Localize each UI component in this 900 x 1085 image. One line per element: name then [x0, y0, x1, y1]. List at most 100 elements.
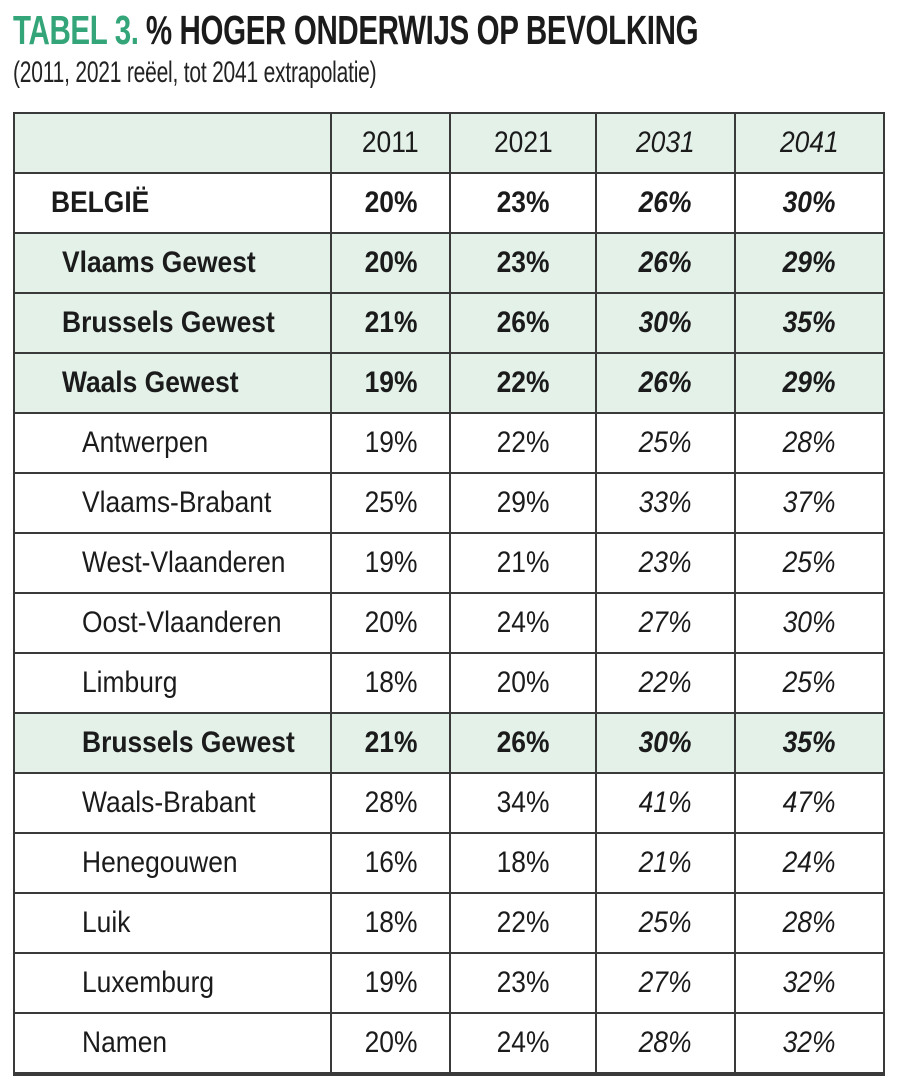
value-cell: 21% [330, 713, 449, 772]
value-cell: 28% [594, 1013, 734, 1072]
table-row: Oost-Vlaanderen 20% 24% 27% 30% [15, 591, 883, 652]
row-label: Waals Gewest [15, 353, 331, 412]
table-row: Limburg 18% 20% 22% 25% [15, 651, 883, 712]
value-cell: 18% [330, 893, 449, 952]
value-cell: 21% [330, 293, 449, 352]
value-cell: 24% [733, 833, 883, 892]
row-label: Vlaams-Brabant [82, 485, 272, 519]
row-label: Vlaams Gewest [15, 233, 331, 292]
column-header-2021: 2021 [448, 113, 595, 172]
value-cell: 22% [594, 653, 734, 712]
value-cell: 28% [733, 893, 883, 952]
value-cell: 35% [733, 293, 883, 352]
education-table: 2011 2021 2031 2041 BELGIË 20% 23% 26% 30% Vlaams… [13, 111, 885, 1076]
value-cell: 32% [733, 953, 883, 1012]
value-cell: 30% [733, 173, 883, 232]
header-row: 2011 2021 2031 2041 [15, 113, 883, 172]
value-cell: 21% [594, 833, 734, 892]
page-title: TABEL 3.% HOGER ONDERWIJS OP BEVOLKING [13, 7, 699, 53]
table-number-label: TABEL 3. [13, 7, 139, 53]
value-cell: 26% [448, 293, 595, 352]
row-label: Luik [82, 905, 131, 939]
value-cell: 23% [448, 173, 595, 232]
value-cell: 26% [594, 173, 734, 232]
row-label: Oost-Vlaanderen [82, 605, 282, 639]
value-cell: 19% [330, 413, 449, 472]
column-header-2041: 2041 [733, 113, 883, 172]
value-cell: 26% [594, 353, 734, 412]
table-row: Brussels Gewest 21% 26% 30% 35% [15, 711, 883, 772]
row-label: Antwerpen [82, 425, 209, 459]
value-cell: 26% [594, 233, 734, 292]
row-label: Waals-Brabant [82, 785, 256, 819]
corner-cell [15, 113, 331, 172]
value-cell: 19% [330, 953, 449, 1012]
value-cell: 30% [594, 293, 734, 352]
title-text: % HOGER ONDERWIJS OP BEVOLKING [145, 7, 699, 53]
row-label: BELGIË [51, 185, 150, 219]
value-cell: 20% [330, 1013, 449, 1072]
row-label: Limburg [82, 665, 178, 699]
value-cell: 19% [330, 353, 449, 412]
value-cell: 28% [733, 413, 883, 472]
value-cell: 23% [594, 533, 734, 592]
value-cell: 19% [330, 533, 449, 592]
table-row: Brussels Gewest 21% 26% 30% 35% [15, 291, 883, 352]
value-cell: 41% [594, 773, 734, 832]
value-cell: 47% [733, 773, 883, 832]
value-cell: 20% [330, 233, 449, 292]
value-cell: 24% [448, 1013, 595, 1072]
value-cell: 34% [448, 773, 595, 832]
table-row: Antwerpen 19% 22% 25% 28% [15, 411, 883, 472]
value-cell: 22% [448, 893, 595, 952]
table-row: Vlaams-Brabant 25% 29% 33% 37% [15, 471, 883, 532]
value-cell: 20% [448, 653, 595, 712]
table-row: Luxemburg 19% 23% 27% 32% [15, 951, 883, 1012]
value-cell: 33% [594, 473, 734, 532]
value-cell: 29% [733, 233, 883, 292]
value-cell: 18% [448, 833, 595, 892]
value-cell: 30% [594, 713, 734, 772]
value-cell: 37% [733, 473, 883, 532]
row-label: Brussels Gewest [15, 293, 331, 352]
value-cell: 23% [448, 953, 595, 1012]
table-row: Vlaams Gewest 20% 23% 26% 29% [15, 231, 883, 292]
value-cell: 23% [448, 233, 595, 292]
row-label: Luxemburg [82, 965, 215, 999]
value-cell: 25% [733, 653, 883, 712]
value-cell: 27% [594, 953, 734, 1012]
value-cell: 29% [733, 353, 883, 412]
table-row: Waals-Brabant 28% 34% 41% 47% [15, 771, 883, 832]
value-cell: 25% [594, 413, 734, 472]
table-row: West-Vlaanderen 19% 21% 23% 25% [15, 531, 883, 592]
value-cell: 29% [448, 473, 595, 532]
row-label: West-Vlaanderen [82, 545, 286, 579]
table-row: Waals Gewest 19% 22% 26% 29% [15, 351, 883, 412]
table-row: Henegouwen 16% 18% 21% 24% [15, 831, 883, 892]
row-label: Brussels Gewest [15, 713, 331, 772]
value-cell: 35% [733, 713, 883, 772]
value-cell: 25% [594, 893, 734, 952]
table-row: BELGIË 20% 23% 26% 30% [15, 171, 883, 232]
value-cell: 25% [330, 473, 449, 532]
row-label: Henegouwen [82, 845, 238, 879]
value-cell: 28% [330, 773, 449, 832]
page-subtitle: (2011, 2021 reëel, tot 2041 extrapolatie… [13, 56, 377, 90]
value-cell: 27% [594, 593, 734, 652]
value-cell: 30% [733, 593, 883, 652]
value-cell: 21% [448, 533, 595, 592]
row-label: Namen [82, 1025, 168, 1059]
table-row: Luik 18% 22% 25% 28% [15, 891, 883, 952]
value-cell: 32% [733, 1013, 883, 1072]
column-header-2011: 2011 [330, 113, 449, 172]
column-header-2031: 2031 [594, 113, 734, 172]
value-cell: 25% [733, 533, 883, 592]
value-cell: 24% [448, 593, 595, 652]
table-row: Namen 20% 24% 28% 32% [15, 1011, 883, 1072]
value-cell: 16% [330, 833, 449, 892]
value-cell: 20% [330, 593, 449, 652]
value-cell: 22% [448, 413, 595, 472]
value-cell: 20% [330, 173, 449, 232]
value-cell: 22% [448, 353, 595, 412]
